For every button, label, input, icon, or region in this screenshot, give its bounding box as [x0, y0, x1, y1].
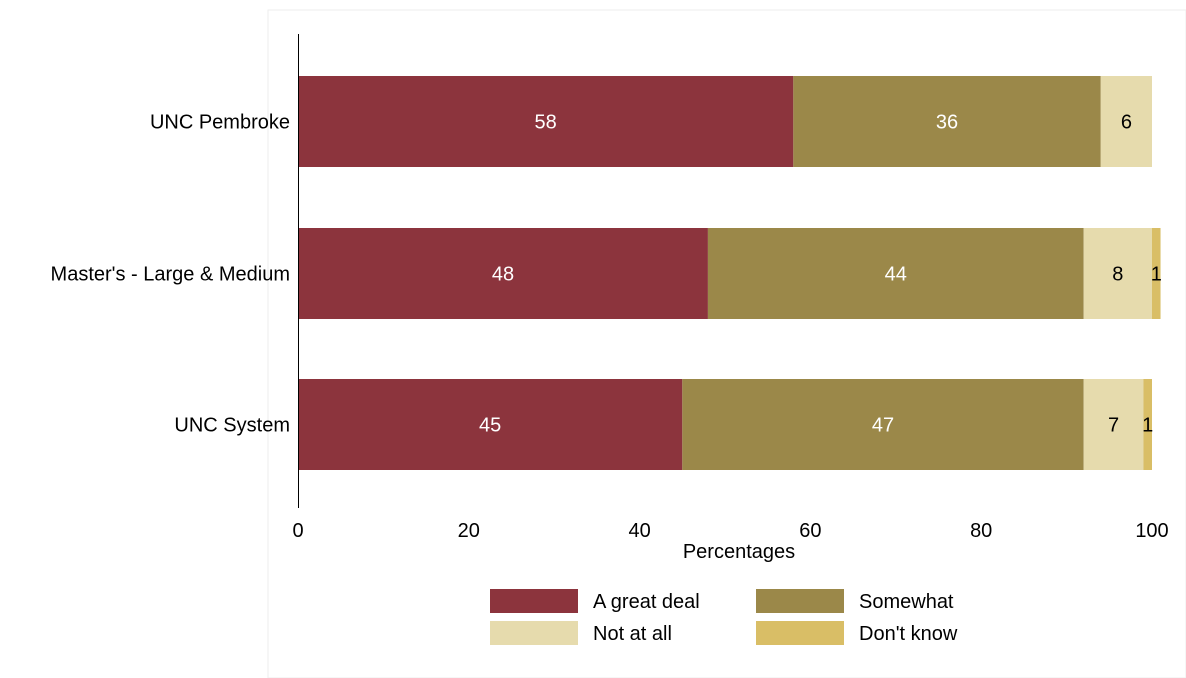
- legend-swatch: [490, 621, 578, 645]
- bar-value-label: 44: [885, 264, 907, 286]
- category-label: UNC System: [174, 415, 290, 437]
- category-label: Master's - Large & Medium: [51, 264, 290, 286]
- bar-value-label: 1: [1151, 264, 1162, 286]
- bar-segment: [1152, 228, 1161, 319]
- legend-label: Somewhat: [859, 591, 954, 613]
- bar-value-label: 45: [479, 415, 501, 437]
- bar-segment: [298, 379, 683, 470]
- bar-segment: [1100, 76, 1152, 167]
- x-tick-label: 0: [292, 520, 303, 542]
- bar-value-label: 6: [1121, 112, 1132, 134]
- x-tick-label: 100: [1135, 520, 1168, 542]
- bar-segment: [707, 228, 1084, 319]
- bar-segment: [682, 379, 1084, 470]
- x-tick-label: 60: [799, 520, 821, 542]
- category-label: UNC Pembroke: [150, 112, 290, 134]
- bar-segment: [793, 76, 1101, 167]
- bar-segment: [1083, 379, 1144, 470]
- legend: A great deal Somewhat Not at all Don't know: [490, 589, 958, 645]
- bar-value-label: 7: [1108, 415, 1119, 437]
- bar-value-label: 48: [492, 264, 514, 286]
- legend-label: A great deal: [593, 591, 700, 613]
- bar-value-label: 47: [872, 415, 894, 437]
- x-axis-ticks: 0 20 40 60 80 100: [292, 520, 1168, 542]
- plot-area: UNC Pembroke 58 36 6 Master's - Large & Medi…: [51, 76, 1162, 470]
- bar-segment: [1083, 228, 1152, 319]
- bar-value-label: 58: [535, 112, 557, 134]
- bar-segment: [298, 228, 708, 319]
- x-tick-label: 80: [970, 520, 992, 542]
- x-axis-title: Percentages: [683, 541, 795, 563]
- bar-segment: [298, 76, 794, 167]
- x-tick-label: 40: [628, 520, 650, 542]
- bar-value-label: 36: [936, 112, 958, 134]
- legend-swatch: [756, 589, 844, 613]
- x-tick-label: 20: [458, 520, 480, 542]
- bar-segment: [1143, 379, 1152, 470]
- legend-swatch: [490, 589, 578, 613]
- bar-value-label: 8: [1112, 264, 1123, 286]
- bar-value-label: 1: [1142, 415, 1153, 437]
- legend-label: Don't know: [859, 623, 958, 645]
- legend-label: Not at all: [593, 623, 672, 645]
- legend-swatch: [756, 621, 844, 645]
